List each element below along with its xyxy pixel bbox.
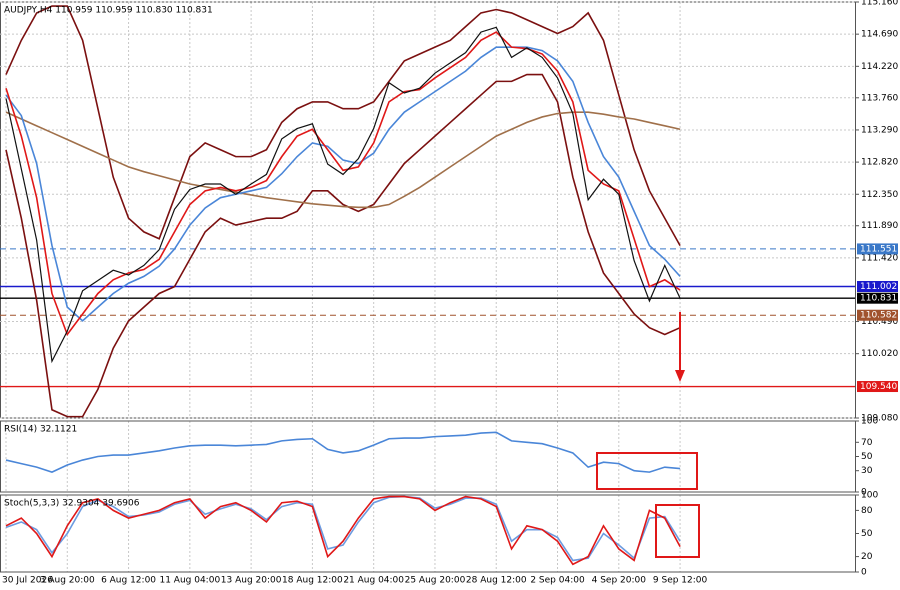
- x-tick-label: 13 Aug 20:00: [221, 576, 282, 586]
- x-tick-label: 9 Sep 12:00: [653, 576, 708, 586]
- y-tick-label: 0: [861, 488, 867, 498]
- price-level-tag: [857, 280, 898, 292]
- y-tick-label: 114.690: [861, 30, 898, 40]
- series-line: [5, 73, 681, 418]
- y-tick-label: 80: [861, 506, 873, 516]
- y-tick-label: 110.020: [861, 349, 898, 359]
- y-tick-label: 50: [861, 529, 873, 539]
- y-tick-label: 113.290: [861, 125, 898, 135]
- x-tick-label: 4 Sep 20:00: [592, 576, 647, 586]
- series-line: [5, 111, 681, 209]
- y-tick-label: 112.350: [861, 190, 898, 200]
- y-tick-label: 0: [861, 568, 867, 578]
- y-tick-label: 50: [861, 452, 873, 462]
- highlight-box: [596, 452, 698, 490]
- price-level-tag: [857, 309, 898, 321]
- y-tick-label: 110.490: [861, 317, 898, 327]
- y-tick-label: 100: [861, 491, 878, 501]
- y-tick-label: 109.080: [861, 414, 898, 424]
- highlight-box: [655, 504, 700, 558]
- y-tick-label: 114.220: [861, 62, 898, 72]
- series-line: [5, 495, 681, 562]
- price-level-label: 111.002: [860, 282, 897, 292]
- x-tick-label: 18 Aug 12:00: [282, 576, 343, 586]
- series-line: [5, 495, 681, 566]
- x-tick-label: 11 Aug 04:00: [159, 576, 220, 586]
- price-level-label: 109.540: [860, 382, 897, 392]
- y-tick-label: 100: [861, 417, 878, 427]
- price-level-tag: [857, 243, 898, 255]
- y-tick-label: 70: [861, 438, 873, 448]
- x-tick-label: 21 Aug 04:00: [343, 576, 404, 586]
- y-tick-label: 113.760: [861, 93, 898, 103]
- y-tick-label: 30: [861, 466, 873, 476]
- price-level-tag: [857, 381, 898, 393]
- y-tick-label: 20: [861, 552, 873, 562]
- x-tick-label: 28 Aug 12:00: [466, 576, 527, 586]
- x-tick-label: 30 Jul 2026: [2, 576, 53, 586]
- price-level-label: 110.582: [860, 311, 897, 321]
- series-line: [5, 31, 681, 337]
- x-tick-label: 6 Aug 12:00: [101, 576, 156, 586]
- price-level-tag: [857, 292, 898, 304]
- x-tick-label: 3 Aug 20:00: [40, 576, 95, 586]
- y-tick-label: 111.420: [861, 253, 898, 263]
- price-level-label: 110.831: [860, 294, 897, 304]
- y-tick-label: 112.820: [861, 158, 898, 168]
- arrow-head: [675, 370, 685, 382]
- x-tick-label: 2 Sep 04:00: [530, 576, 585, 586]
- series-line: [5, 46, 681, 322]
- panel-title: Stoch(5,3,3) 32.9304 39.6906: [4, 499, 140, 509]
- series-line: [5, 26, 681, 364]
- y-tick-label: 111.890: [861, 221, 898, 231]
- panel-title: RSI(14) 32.1121: [4, 425, 77, 435]
- series-line: [5, 431, 681, 473]
- x-tick-label: 25 Aug 20:00: [405, 576, 466, 586]
- series-line: [5, 5, 681, 246]
- price-level-label: 111.551: [860, 244, 897, 254]
- panel-title: AUDJPY,H4 110.959 110.959 110.830 110.83…: [4, 6, 213, 16]
- y-tick-label: 115.160: [861, 0, 898, 8]
